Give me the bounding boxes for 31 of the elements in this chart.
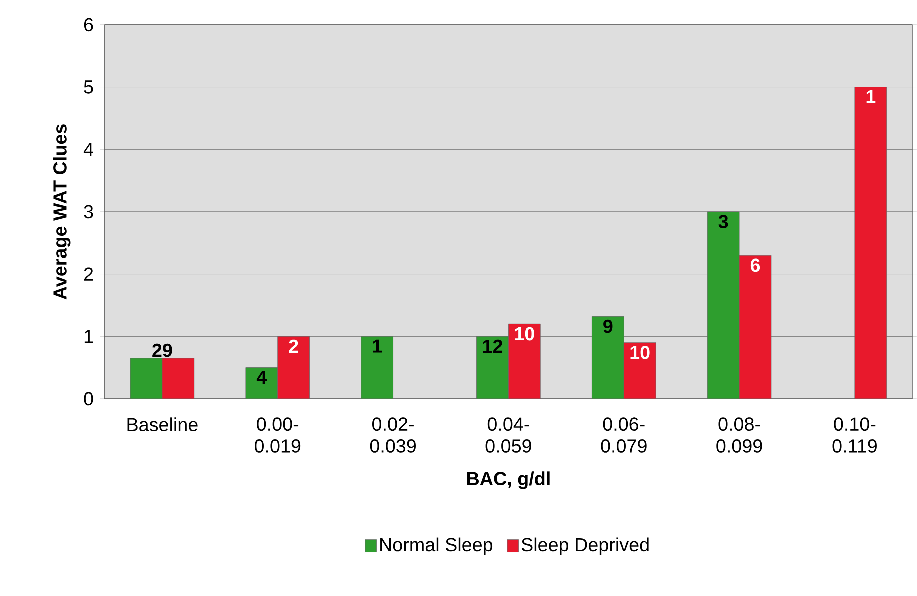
bar: [361, 336, 394, 399]
y-axis-title: Average WAT Clues: [53, 124, 71, 300]
y-tick-label: 3: [84, 205, 94, 218]
x-tick-label: 0.02-0.039: [370, 417, 416, 453]
annotation: 12: [483, 340, 502, 353]
x-tick-label: 0.04-0.059: [486, 417, 532, 453]
x-axis-title: BAC, g/dl: [467, 471, 550, 490]
bar: [854, 86, 888, 399]
y-tick-label: 2: [84, 267, 94, 281]
annotation: 3: [718, 214, 728, 228]
x-tick-label: 0.10-0.119: [832, 417, 877, 453]
x-tick-label: 0.06-0.079: [601, 417, 647, 453]
annotation: 4: [256, 370, 268, 384]
annotation: 1: [866, 90, 876, 104]
y-tick-label: 1: [84, 330, 94, 343]
y-tick-label: 4: [84, 142, 94, 156]
annotation: 2: [289, 340, 298, 353]
x-tick-label: Baseline: [128, 417, 198, 432]
annotation: 10: [515, 327, 534, 340]
x-tick-label: 0.08-0.099: [716, 417, 762, 453]
y-tick-label: 6: [84, 18, 94, 32]
annotation: 10: [630, 346, 650, 360]
x-tick-label: 0.00-0.019: [254, 417, 301, 453]
annotation: 29: [152, 344, 172, 358]
y-tick-label: 0: [84, 392, 94, 406]
y-tick-label: 5: [84, 80, 94, 94]
annotation: 6: [750, 258, 760, 272]
legend-label: Sleep Deprived: [522, 538, 649, 556]
annotation: 1: [373, 340, 382, 353]
annotation: 9: [604, 320, 613, 334]
legend-label: Normal Sleep: [380, 538, 493, 556]
